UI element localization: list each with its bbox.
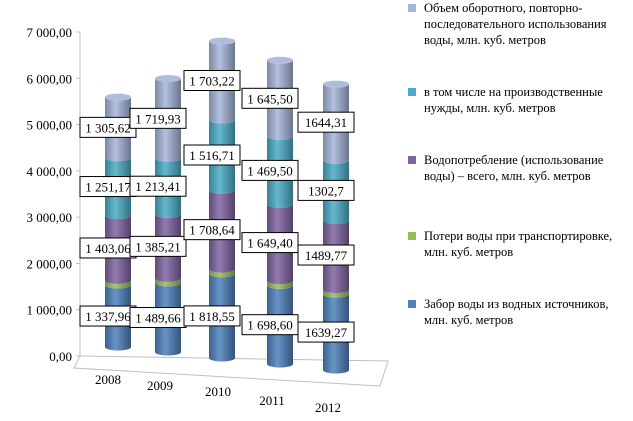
data-label: 1 469,50 (241, 159, 299, 181)
svg-text:1 489,66: 1 489,66 (135, 311, 181, 326)
data-label: 1 708,64 (183, 219, 241, 241)
y-tick-label: 4 000,00 (27, 164, 73, 179)
bar-stack-2009 (155, 75, 181, 356)
bar-segment (209, 269, 235, 278)
svg-text:1 385,21: 1 385,21 (135, 239, 181, 254)
svg-text:1489,77: 1489,77 (305, 248, 348, 263)
svg-text:1302,7: 1302,7 (308, 183, 344, 198)
data-label: 1302,7 (297, 179, 355, 201)
bar-segment (155, 278, 181, 287)
svg-text:1 337,96: 1 337,96 (85, 309, 131, 324)
svg-text:1644,31: 1644,31 (305, 115, 347, 130)
svg-text:1639,27: 1639,27 (305, 325, 348, 340)
legend-swatch (408, 88, 416, 96)
data-label: 1 698,60 (241, 314, 299, 336)
data-label: 1 213,41 (129, 175, 187, 197)
data-label: 1 385,21 (129, 235, 187, 257)
legend-swatch (408, 156, 416, 164)
data-label: 1 337,96 (79, 305, 137, 327)
svg-text:1 305,62: 1 305,62 (85, 120, 131, 135)
svg-text:1 649,40: 1 649,40 (247, 236, 293, 251)
y-tick-label: 0,00 (49, 349, 72, 364)
data-label: 1 703,22 (183, 69, 241, 91)
data-label: 1 403,06 (79, 237, 137, 259)
bar-cap (155, 75, 181, 83)
data-label: 1 719,93 (129, 107, 187, 129)
y-tick-label: 7 000,00 (27, 25, 73, 40)
data-label: 1 649,40 (241, 232, 299, 254)
bar-segment (267, 280, 293, 289)
svg-text:1 645,50: 1 645,50 (247, 91, 293, 106)
data-label: 1 818,55 (183, 305, 241, 327)
y-tick-label: 6 000,00 (27, 71, 73, 86)
svg-text:1 698,60: 1 698,60 (247, 318, 293, 333)
x-axis-tick-labels: 2008 2009 2010 2011 2012 (95, 372, 341, 415)
data-label: 1 645,50 (241, 87, 299, 109)
legend-label: Водопотребление (использование воды) – в… (424, 153, 604, 183)
data-label: 1 489,66 (129, 307, 187, 329)
svg-text:1 703,22: 1 703,22 (189, 73, 235, 88)
data-label: 1 516,71 (183, 144, 241, 166)
bar-cap (267, 56, 293, 64)
x-tick-label: 2012 (315, 400, 341, 415)
legend-swatch (408, 232, 416, 240)
legend-label: Забор воды из водных источников, млн. ку… (424, 297, 609, 327)
svg-text:1 719,93: 1 719,93 (135, 111, 181, 126)
x-tick-label: 2009 (147, 378, 173, 393)
legend-label: Потери воды при транспортировке, млн. ку… (424, 229, 613, 259)
data-labels: 1 337,96 1 403,06 1 251,17 1 305,62 1 489,66… (79, 69, 355, 343)
data-label: 1639,27 (297, 321, 355, 343)
y-tick-label: 5 000,00 (27, 118, 73, 133)
legend-label: в том числе на производственные нужды, м… (424, 85, 603, 115)
data-label: 1644,31 (297, 111, 355, 133)
data-label: 1 251,17 (79, 176, 137, 198)
bar-segment (105, 280, 131, 289)
svg-text:1 516,71: 1 516,71 (189, 148, 235, 163)
svg-text:1 251,17: 1 251,17 (85, 180, 131, 195)
y-tick-label: 3 000,00 (27, 210, 73, 225)
x-tick-label: 2011 (259, 393, 285, 408)
svg-text:1 469,50: 1 469,50 (247, 163, 293, 178)
y-tick-label: 1 000,00 (27, 303, 73, 318)
y-axis-tick-labels: 0,00 1 000,00 2 000,00 3 000,00 4 000,00 5 00… (27, 25, 80, 364)
legend-swatch (408, 300, 416, 308)
bar-segment (323, 289, 349, 298)
svg-text:1 403,06: 1 403,06 (85, 241, 131, 256)
svg-text:1 708,64: 1 708,64 (189, 223, 235, 238)
x-tick-label: 2010 (205, 384, 231, 399)
x-tick-label: 2008 (95, 372, 121, 387)
y-tick-label: 2 000,00 (27, 256, 73, 271)
data-label: 1489,77 (297, 244, 355, 266)
svg-text:1 213,41: 1 213,41 (135, 179, 181, 194)
legend-swatch (408, 4, 416, 12)
bar-cap (105, 93, 131, 101)
data-label: 1 305,62 (79, 116, 137, 138)
legend-label: Объем оборотного, повторно-последователь… (424, 1, 607, 47)
bar-cap (209, 37, 235, 45)
bar-cap (323, 80, 349, 88)
svg-text:1 818,55: 1 818,55 (189, 309, 235, 324)
